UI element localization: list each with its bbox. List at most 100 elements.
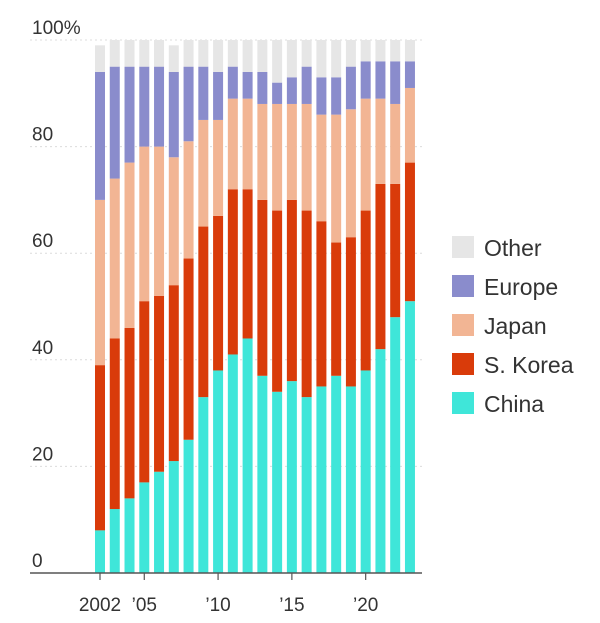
bar-other-2007	[168, 45, 179, 72]
bar-s-korea-2005	[139, 301, 150, 483]
bar-s-korea-2021	[375, 183, 386, 350]
bar-japan-2016	[301, 103, 312, 211]
bar-s-korea-2002	[95, 365, 105, 531]
legend-label-europe: Europe	[484, 274, 558, 300]
bar-europe-2004	[124, 66, 135, 163]
bar-other-2011	[227, 40, 238, 67]
bar-china-2021	[375, 349, 386, 573]
bar-china-2006	[154, 471, 165, 573]
bar-china-2012	[242, 338, 253, 573]
bar-japan-2003	[109, 178, 120, 339]
bar-s-korea-2019	[345, 237, 356, 387]
bar-s-korea-2007	[168, 285, 179, 462]
bar-japan-2012	[242, 98, 253, 190]
bar-china-2020	[360, 370, 371, 573]
bar-europe-2017	[316, 77, 327, 115]
bar-other-2021	[375, 40, 386, 62]
bar-s-korea-2006	[154, 295, 165, 472]
bar-other-2012	[242, 40, 253, 72]
bar-other-2006	[154, 40, 165, 67]
bar-china-2013	[257, 375, 268, 573]
bar-europe-2003	[109, 66, 120, 179]
bar-china-2022	[390, 317, 401, 573]
bar-europe-2014	[272, 82, 283, 104]
bar-other-2010	[213, 40, 224, 72]
bar-europe-2005	[139, 66, 150, 147]
bar-japan-2023	[404, 87, 415, 163]
bar-other-2014	[272, 40, 283, 83]
y-tick-label: 100%	[32, 18, 81, 39]
bar-europe-2022	[390, 61, 401, 104]
bar-japan-2017	[316, 114, 327, 222]
bar-china-2008	[183, 439, 194, 573]
bar-japan-2008	[183, 141, 194, 259]
bar-china-2003	[109, 509, 120, 573]
bar-china-2023	[404, 301, 415, 573]
x-tick-label: ’05	[132, 595, 157, 616]
x-axis	[30, 572, 422, 580]
bar-china-2015	[286, 381, 297, 573]
bar-china-2011	[227, 354, 238, 573]
y-tick-label: 0	[32, 551, 43, 572]
bar-other-2008	[183, 40, 194, 67]
bar-other-2017	[316, 40, 327, 78]
bar-japan-2021	[375, 98, 386, 184]
legend-label-japan: Japan	[484, 313, 547, 339]
bar-japan-2020	[360, 98, 371, 211]
bar-s-korea-2004	[124, 327, 135, 499]
legend-swatch-japan	[452, 314, 474, 336]
x-tick-label: ’20	[353, 595, 378, 616]
bar-japan-2013	[257, 103, 268, 200]
bar-other-2005	[139, 40, 150, 67]
bar-s-korea-2017	[316, 221, 327, 387]
bar-europe-2008	[183, 66, 194, 142]
legend-swatch-other	[452, 236, 474, 258]
bar-china-2019	[345, 386, 356, 573]
bar-japan-2007	[168, 157, 179, 286]
x-tick-label: ’15	[279, 595, 304, 616]
bar-s-korea-2023	[404, 162, 415, 302]
bar-other-2016	[301, 40, 312, 67]
bar-china-2016	[301, 397, 312, 573]
bar-other-2023	[404, 40, 415, 62]
y-tick-label: 40	[32, 338, 53, 359]
bar-s-korea-2008	[183, 258, 194, 440]
bar-europe-2020	[360, 61, 371, 99]
bars	[95, 40, 415, 573]
y-axis-tick-labels: 0 20 40 60 80 100%	[32, 18, 81, 572]
y-tick-label: 20	[32, 444, 53, 465]
bar-s-korea-2015	[286, 199, 297, 382]
bar-s-korea-2013	[257, 199, 268, 376]
bar-japan-2022	[390, 103, 401, 184]
bar-china-2009	[198, 397, 209, 573]
legend-swatch-europe	[452, 275, 474, 297]
y-tick-label: 80	[32, 125, 53, 146]
legend-swatch-s-korea	[452, 353, 474, 375]
bar-europe-2010	[213, 71, 224, 120]
bar-china-2010	[213, 370, 224, 573]
bar-europe-2013	[257, 71, 268, 104]
bar-japan-2014	[272, 103, 283, 211]
bar-europe-2023	[404, 61, 415, 88]
bar-china-2017	[316, 386, 327, 573]
legend-label-china: China	[484, 391, 544, 417]
bar-japan-2006	[154, 146, 165, 296]
bar-s-korea-2003	[109, 338, 120, 510]
bar-japan-2002	[95, 199, 105, 366]
bar-europe-2012	[242, 71, 253, 99]
bar-s-korea-2010	[213, 215, 224, 371]
y-tick-label: 60	[32, 231, 53, 252]
bar-china-2005	[139, 482, 150, 573]
bar-s-korea-2022	[390, 183, 401, 318]
legend-label-s-korea: S. Korea	[484, 352, 574, 378]
bar-other-2015	[286, 40, 297, 78]
bar-china-2004	[124, 498, 135, 573]
bar-china-2007	[168, 461, 179, 573]
bar-other-2022	[390, 40, 401, 62]
bar-other-2013	[257, 40, 268, 72]
bar-other-2009	[198, 40, 209, 67]
bar-japan-2004	[124, 162, 135, 328]
bar-s-korea-2020	[360, 210, 371, 371]
bar-other-2003	[109, 40, 120, 67]
